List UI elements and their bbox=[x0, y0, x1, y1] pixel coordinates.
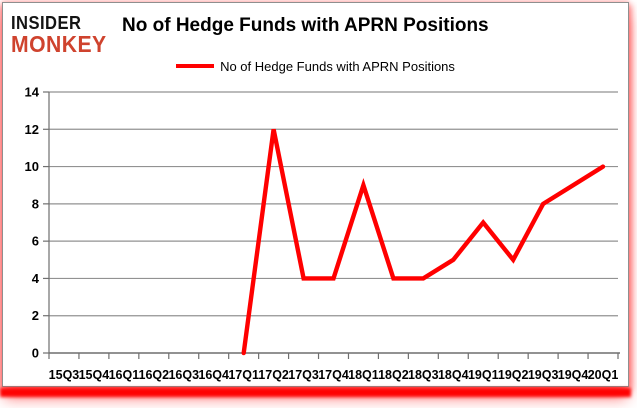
y-tick-label: 2 bbox=[32, 308, 39, 323]
series-line bbox=[241, 128, 606, 356]
legend-line-swatch bbox=[176, 64, 215, 68]
x-tick-label: 19Q2 bbox=[498, 368, 529, 382]
logo-insider-text: INSIDER bbox=[11, 13, 82, 33]
y-tick-label: 14 bbox=[25, 85, 40, 100]
x-tick-label: 17Q4 bbox=[318, 368, 349, 382]
x-tick-label: 17Q1 bbox=[228, 368, 259, 382]
x-tick-label: 18Q1 bbox=[348, 368, 379, 382]
chart-legend: No of Hedge Funds with APRN Positions bbox=[3, 58, 628, 74]
x-tick-label: 15Q4 bbox=[79, 368, 110, 382]
logo-monkey-text: MONKEY bbox=[11, 31, 107, 57]
chart-card: INSIDER MONKEY No of Hedge Funds with AP… bbox=[2, 2, 629, 387]
page-title: No of Hedge Funds with APRN Positions bbox=[122, 15, 489, 36]
x-tick-label: 18Q2 bbox=[378, 368, 409, 382]
x-tick-label: 16Q1 bbox=[109, 368, 140, 382]
y-tick-label: 8 bbox=[32, 196, 39, 211]
insider-monkey-logo: INSIDER MONKEY bbox=[11, 14, 115, 56]
x-tick-label: 20Q1 bbox=[588, 368, 619, 382]
x-tick-label: 15Q3 bbox=[49, 368, 80, 382]
x-tick-label: 16Q4 bbox=[198, 368, 229, 382]
y-tick-label: 4 bbox=[32, 271, 40, 286]
x-tick-label: 17Q3 bbox=[288, 368, 319, 382]
legend-label: No of Hedge Funds with APRN Positions bbox=[220, 58, 455, 74]
x-tick-label: 16Q2 bbox=[139, 368, 170, 382]
x-tick-label: 18Q3 bbox=[408, 368, 439, 382]
y-tick-label: 10 bbox=[25, 159, 39, 174]
x-tick-label: 17Q2 bbox=[258, 368, 289, 382]
x-tick-label: 16Q3 bbox=[168, 368, 199, 382]
x-tick-label: 19Q1 bbox=[468, 368, 499, 382]
y-tick-label: 0 bbox=[32, 346, 39, 361]
x-tick-label: 19Q4 bbox=[558, 368, 589, 382]
y-tick-label: 6 bbox=[32, 234, 39, 249]
x-tick-label: 18Q4 bbox=[438, 368, 469, 382]
y-tick-label: 12 bbox=[25, 122, 39, 137]
x-tick-label: 19Q3 bbox=[528, 368, 559, 382]
